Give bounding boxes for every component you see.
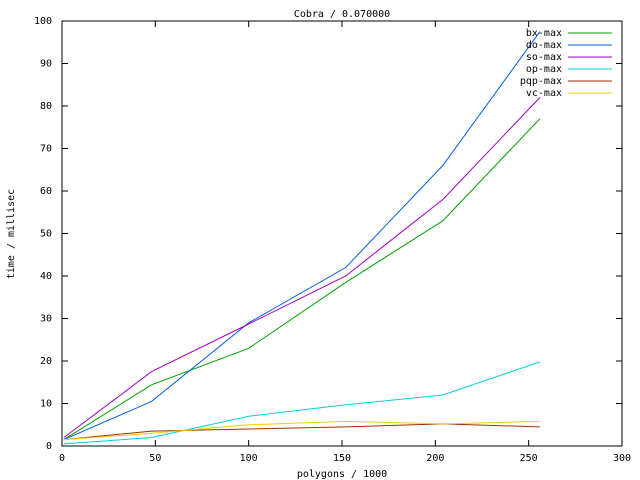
x-tick-label: 300 bbox=[613, 453, 631, 464]
legend-label: so-max bbox=[526, 52, 562, 63]
series-line bbox=[63, 420, 540, 441]
y-tick-label: 100 bbox=[34, 16, 52, 27]
series-line bbox=[63, 423, 540, 441]
x-tick-label: 0 bbox=[59, 453, 65, 464]
legend-label: bx-max bbox=[526, 28, 562, 39]
y-tick-label: 30 bbox=[40, 314, 52, 325]
series-line bbox=[63, 361, 541, 445]
series-line bbox=[63, 118, 541, 441]
series-line bbox=[63, 97, 541, 438]
legend-label: op-max bbox=[526, 64, 562, 75]
y-tick-label: 80 bbox=[40, 101, 52, 112]
y-tick-label: 90 bbox=[40, 59, 52, 70]
y-tick-label: 20 bbox=[40, 356, 52, 367]
legend-label: pqp-max bbox=[520, 76, 562, 87]
y-tick-label: 40 bbox=[40, 271, 52, 282]
x-tick-label: 150 bbox=[333, 453, 351, 464]
y-tick-label: 60 bbox=[40, 186, 52, 197]
x-tick-label: 50 bbox=[149, 453, 161, 464]
y-axis-label: time / millisec bbox=[6, 189, 17, 279]
legend-label: do-max bbox=[526, 40, 562, 51]
series-line bbox=[63, 31, 541, 441]
x-axis-label: polygons / 1000 bbox=[297, 469, 387, 480]
y-tick-label: 10 bbox=[40, 399, 52, 410]
y-tick-label: 0 bbox=[46, 441, 52, 452]
y-tick-label: 70 bbox=[40, 144, 52, 155]
x-tick-label: 100 bbox=[240, 453, 258, 464]
x-tick-label: 200 bbox=[426, 453, 444, 464]
y-tick-label: 50 bbox=[40, 229, 52, 240]
chart-title: Cobra / 0.070000 bbox=[294, 9, 390, 20]
x-tick-label: 250 bbox=[520, 453, 538, 464]
legend-label: vc-max bbox=[526, 88, 562, 99]
